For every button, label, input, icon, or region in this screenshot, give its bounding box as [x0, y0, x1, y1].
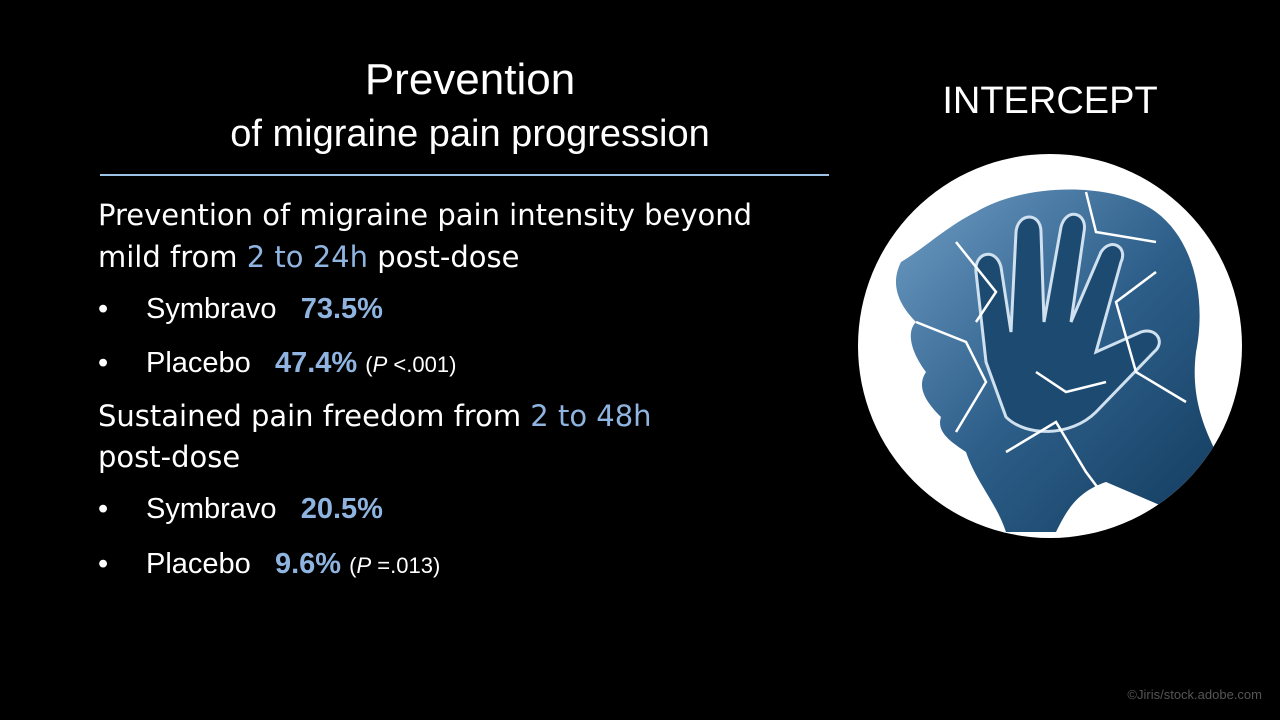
value: 73.5% — [300, 293, 383, 325]
note: (P =.013) — [349, 553, 440, 578]
value: 9.6% — [274, 548, 342, 580]
section-text: post-dose — [98, 440, 240, 474]
label: Placebo — [146, 548, 251, 580]
text: ( — [349, 553, 357, 578]
text: post-dose — [368, 240, 520, 274]
label: Symbravo — [146, 293, 277, 325]
highlight: 2 to 48h — [530, 399, 652, 433]
value: 20.5% — [300, 493, 383, 525]
cracks — [915, 191, 1187, 513]
bullet: • — [98, 347, 109, 379]
title-line: of migraine pain progression — [230, 113, 710, 155]
text: P — [356, 553, 372, 578]
side-title: INTERCEPT — [942, 80, 1158, 122]
text: mild from — [98, 240, 247, 274]
item: Symbravo 20.5% — [146, 493, 383, 526]
note: (P <.001) — [365, 352, 456, 377]
text: P — [372, 352, 388, 377]
label: Symbravo — [146, 493, 277, 525]
section-text: Prevention of migraine pain intensity be… — [98, 198, 752, 232]
text: =.013) — [371, 553, 441, 578]
highlight: 2 to 24h — [246, 240, 368, 274]
hand — [974, 213, 1161, 433]
item: Placebo 47.4% (P <.001) — [146, 347, 456, 380]
text: Prevention of migraine pain intensity be… — [98, 198, 753, 232]
credit: ©Jiris/stock.adobe.com — [1127, 687, 1262, 702]
bullet: • — [98, 493, 109, 525]
title-line: Prevention — [364, 55, 576, 104]
text: <.001) — [387, 352, 457, 377]
section-text: mild from 2 to 24h post-dose — [98, 240, 519, 274]
text: Sustained pain freedom from — [98, 399, 531, 433]
label: Placebo — [146, 347, 251, 379]
text: ( — [365, 352, 373, 377]
text: post-dose — [98, 440, 241, 474]
value: 47.4% — [274, 347, 358, 379]
bullet: • — [98, 548, 109, 580]
illustration — [858, 154, 1242, 538]
item: Symbravo 73.5% — [146, 293, 383, 326]
bullet: • — [98, 293, 109, 325]
section-text: Sustained pain freedom from 2 to 48h — [98, 399, 652, 433]
item: Placebo 9.6% (P =.013) — [146, 548, 440, 581]
title-rule — [100, 174, 829, 176]
